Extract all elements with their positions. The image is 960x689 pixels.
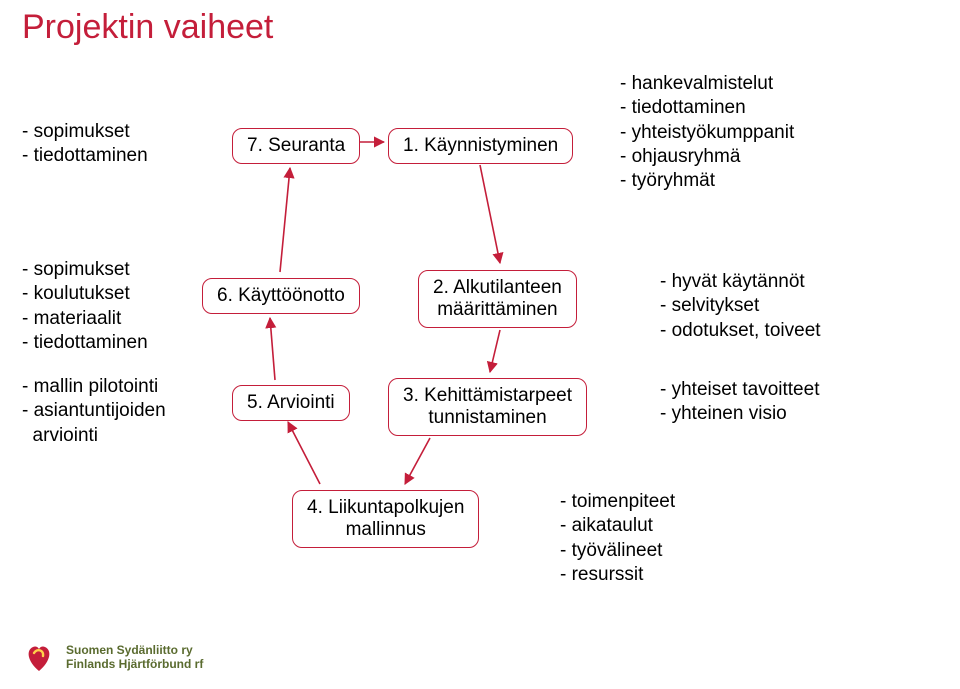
heart-icon	[22, 641, 56, 675]
stage-3-kehittamis: 3. Kehittämistarpeet tunnistaminen	[388, 378, 587, 436]
page-title: Projektin vaiheet	[22, 8, 273, 47]
footer-logo: Suomen Sydänliitto ry Finlands Hjärtförb…	[22, 641, 203, 675]
logo-text-line2: Finlands Hjärtförbund rf	[66, 658, 203, 672]
stage-6-kayttoonotto: 6. Käyttöönotto	[202, 278, 360, 314]
stage-1-kaynnistyminen: 1. Käynnistyminen	[388, 128, 573, 164]
stage-4-liikuntapolut: 4. Liikuntapolkujen mallinnus	[292, 490, 479, 548]
annot-stage7: - sopimukset - tiedottaminen	[22, 120, 148, 169]
stage-5-arviointi: 5. Arviointi	[232, 385, 350, 421]
annot-stage3: - yhteiset tavoitteet - yhteinen visio	[660, 378, 819, 427]
annot-stage1: - hankevalmistelut - tiedottaminen - yht…	[620, 72, 794, 194]
stage-2-alkutilanne: 2. Alkutilanteen määrittäminen	[418, 270, 577, 328]
annot-stage5: - mallin pilotointi - asiantuntijoiden a…	[22, 375, 166, 448]
annot-stage2: - hyvät käytännöt - selvitykset - odotuk…	[660, 270, 821, 343]
logo-text-line1: Suomen Sydänliitto ry	[66, 644, 203, 658]
stage-7-seuranta: 7. Seuranta	[232, 128, 360, 164]
annot-stage6: - sopimukset - koulutukset - materiaalit…	[22, 258, 148, 355]
annot-stage4: - toimenpiteet - aikataulut - työvälinee…	[560, 490, 675, 587]
